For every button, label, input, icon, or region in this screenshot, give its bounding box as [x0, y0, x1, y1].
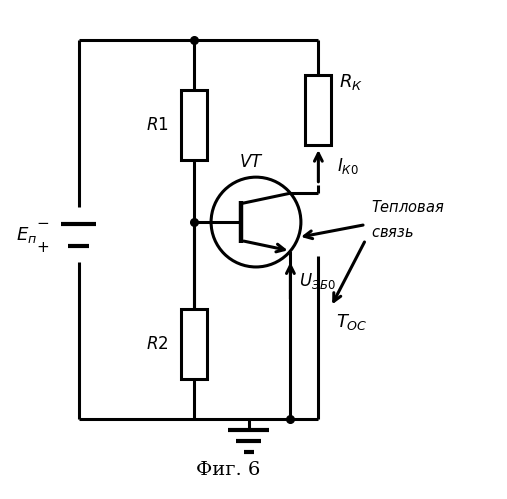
Text: $R2$: $R2$ — [147, 335, 169, 353]
Bar — [180, 90, 206, 160]
Text: $U_{ЭБ0}$: $U_{ЭБ0}$ — [299, 270, 336, 291]
Text: $\mathit{связь}$: $\mathit{связь}$ — [371, 225, 414, 240]
Text: $+$: $+$ — [36, 240, 49, 255]
Text: $T_{ОС}$: $T_{ОС}$ — [336, 312, 368, 332]
Text: $-$: $-$ — [36, 214, 49, 229]
Text: $I_{К0}$: $I_{К0}$ — [337, 156, 359, 176]
Text: $R_{К}$: $R_{К}$ — [339, 72, 363, 92]
Bar — [180, 309, 206, 379]
Bar — [305, 75, 332, 145]
Text: $E_{п}$: $E_{п}$ — [16, 225, 37, 245]
Text: $R1$: $R1$ — [147, 116, 169, 134]
Text: $\mathit{Тепловая}$: $\mathit{Тепловая}$ — [371, 199, 445, 215]
Text: $VT$: $VT$ — [239, 153, 263, 171]
Text: Фиг. 6: Фиг. 6 — [196, 461, 261, 479]
